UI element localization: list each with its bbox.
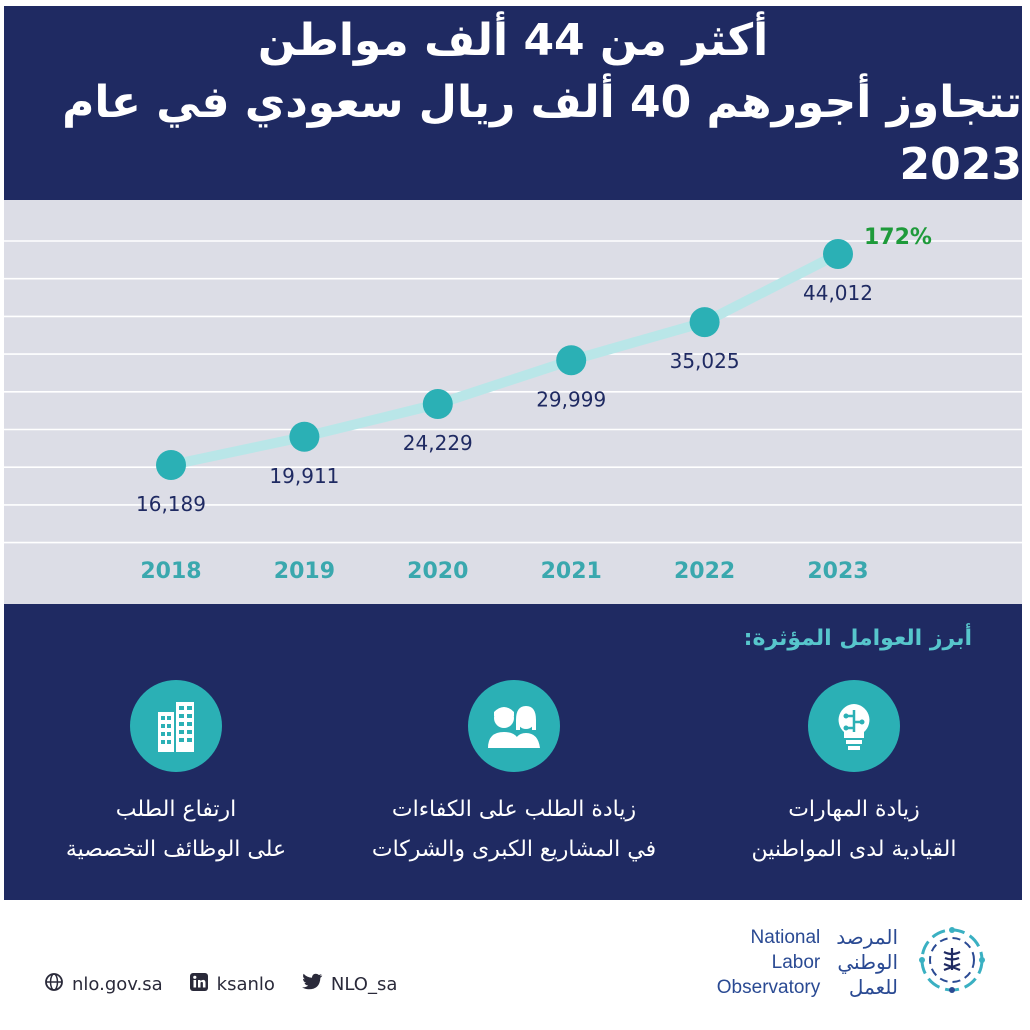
factors-heading: أبرز العوامل المؤثرة:	[743, 626, 972, 651]
x-tick-label: 2022	[674, 559, 735, 584]
factor-line-1: زيادة الطلب على الكفاءات	[391, 797, 637, 822]
linkedin-text: ksanlo	[216, 974, 275, 995]
x-tick-label: 2023	[807, 559, 868, 584]
headline-line-2: تتجاوز أجورهم 40 ألف ريال سعودي في عام 2…	[62, 77, 1022, 190]
factors-panel: أبرز العوامل المؤثرة: زيادة المهارات الق…	[4, 604, 1022, 900]
x-tick-label: 2019	[274, 559, 335, 584]
twitter-icon	[301, 972, 323, 997]
logo-ar-line: المرصد	[836, 924, 898, 949]
logo-en-line: National	[750, 926, 821, 948]
factor-text: زيادة المهارات القيادية لدى المواطنين	[704, 790, 1004, 870]
buildings-icon	[130, 680, 222, 772]
series-line	[166, 249, 843, 470]
logo-text-english: National Labor Observatory	[717, 925, 820, 1000]
headline-line-1: أكثر من 44 ألف مواطن	[257, 15, 769, 66]
data-label: 19,911	[269, 464, 339, 488]
data-point	[689, 307, 720, 338]
growth-annotation: 172%	[864, 225, 932, 250]
website-text: nlo.gov.sa	[72, 974, 163, 995]
factor-line-1: ارتفاع الطلب	[115, 797, 237, 822]
data-label: 29,999	[536, 387, 606, 411]
twitter-link[interactable]: NLO_sa	[301, 972, 397, 997]
factor-line-2: على الوظائف التخصصية	[65, 837, 287, 862]
x-tick-label: 2021	[541, 559, 602, 584]
logo-text-arabic: المرصد الوطني للعمل	[836, 925, 898, 1000]
factor-text: ارتفاع الطلب على الوظائف التخصصية	[26, 790, 326, 870]
x-tick-label: 2020	[407, 559, 468, 584]
line-chart: 16,189 2018 19,911 2019 24,229 2020 29,999 2021…	[4, 200, 1022, 604]
data-point	[289, 421, 320, 452]
data-point	[556, 345, 587, 376]
logo-ar-line: للعمل	[848, 974, 898, 999]
lightbulb-circuit-icon	[808, 680, 900, 772]
factor-leadership-skills: زيادة المهارات القيادية لدى المواطنين	[704, 680, 1004, 870]
website-link[interactable]: nlo.gov.sa	[44, 972, 163, 997]
data-point	[823, 239, 853, 269]
data-point	[422, 389, 453, 420]
data-label: 35,025	[670, 349, 740, 373]
data-label: 24,229	[403, 431, 473, 455]
nlo-logo: National Labor Observatory المرصد الوطني…	[717, 922, 990, 1002]
data-point	[156, 450, 186, 480]
logo-en-line: Labor	[771, 951, 821, 973]
data-label: 44,012	[803, 281, 873, 305]
logo-ar-line: الوطني	[837, 949, 898, 974]
globe-icon	[44, 972, 64, 997]
twitter-text: NLO_sa	[330, 974, 398, 995]
x-tick-label: 2018	[140, 559, 201, 584]
factor-line-1: زيادة المهارات	[788, 797, 920, 822]
linkedin-icon	[189, 972, 209, 997]
data-label: 16,189	[136, 492, 206, 516]
factor-line-2: القيادية لدى المواطنين	[751, 837, 957, 862]
linkedin-link[interactable]: ksanlo	[189, 972, 275, 997]
logo-emblem-icon	[914, 922, 990, 1002]
people-icon	[468, 680, 560, 772]
factor-line-2: في المشاريع الكبرى والشركات	[371, 837, 657, 862]
chart-svg: 16,189 2018 19,911 2019 24,229 2020 29,999 2021…	[4, 225, 1022, 584]
factor-competency-demand: زيادة الطلب على الكفاءات في المشاريع الك…	[364, 680, 664, 870]
social-links: nlo.gov.sa ksanlo NLO_sa	[44, 972, 397, 997]
factor-text: زيادة الطلب على الكفاءات في المشاريع الك…	[364, 790, 664, 870]
logo-en-line: Observatory	[716, 976, 821, 998]
header-banner: أكثر من 44 ألف مواطن تتجاوز أجورهم 40 أل…	[4, 6, 1022, 200]
factor-specialized-jobs: ارتفاع الطلب على الوظائف التخصصية	[26, 680, 326, 870]
